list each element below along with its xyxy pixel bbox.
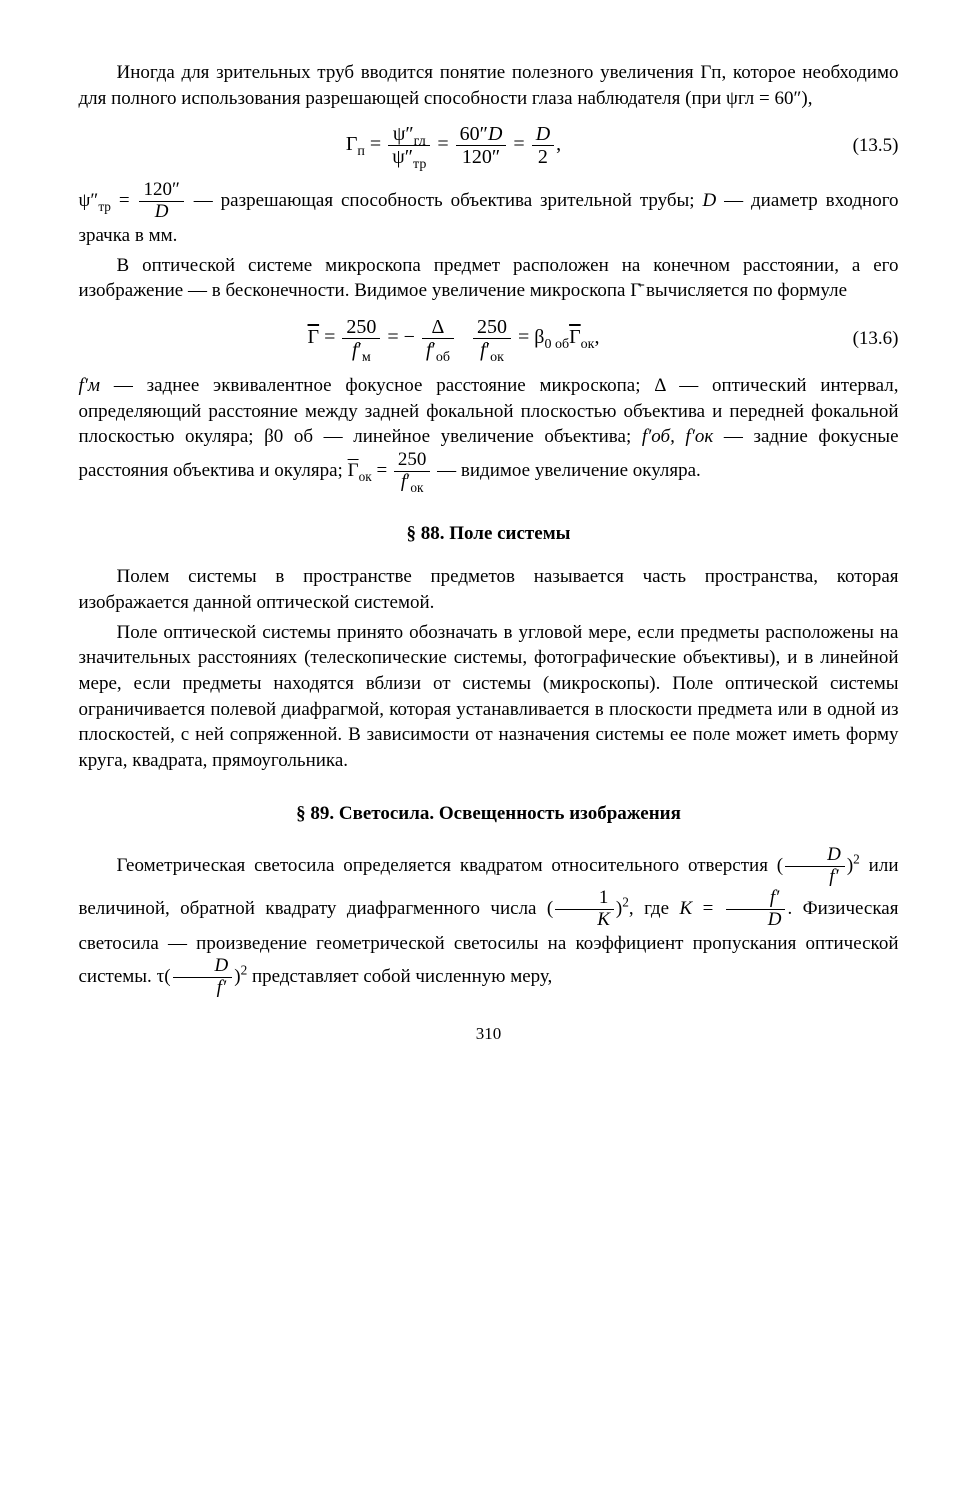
paragraph-2b: D (702, 190, 716, 211)
equation-13-5-body: Гп = ψ″глψ″тр = 60″D120″ = D2, (79, 123, 829, 168)
paragraph-1: Иногда для зрительных труб вводится поня… (79, 60, 899, 111)
section-89-title: § 89. Светосила. Освещенность изображени… (79, 801, 899, 827)
page-number: 310 (79, 1023, 899, 1046)
equation-13-6-body: Г = 250f′м = − Δf′об 250f′ок = β0 обГок, (79, 316, 829, 361)
paragraph-7c: , где (629, 898, 680, 919)
equation-13-6-number: (13.6) (829, 326, 899, 352)
paragraph-4e: — видимое увеличение окуляра. (432, 460, 700, 481)
paragraph-7: Геометрическая светосила определяется кв… (79, 845, 899, 999)
paragraph-5: Полем системы в пространстве предметов н… (79, 564, 899, 615)
paragraph-4a: f′м (79, 375, 101, 396)
paragraph-2: ψ″тр = 120″D — разрешающая способность о… (79, 180, 899, 248)
paragraph-4: f′м — заднее эквивалентное фокусное расс… (79, 373, 899, 493)
paragraph-7a: Геометрическая светосила определяется кв… (117, 855, 777, 876)
paragraph-6: Поле оптической системы принято обознача… (79, 620, 899, 774)
paragraph-2a: — разрешающая способность объектива зрит… (186, 190, 703, 211)
equation-13-5: Гп = ψ″глψ″тр = 60″D120″ = D2, (13.5) (79, 123, 899, 168)
section-88-title: § 88. Поле системы (79, 521, 899, 547)
paragraph-3: В оптической системе микроскопа предмет … (79, 253, 899, 304)
paragraph-4c: f′об, f′ок (642, 426, 713, 447)
equation-13-6: Г = 250f′м = − Δf′об 250f′ок = β0 обГок,… (79, 316, 899, 361)
equation-13-5-number: (13.5) (829, 133, 899, 159)
paragraph-7e: представляет собой численную меру, (247, 966, 552, 987)
